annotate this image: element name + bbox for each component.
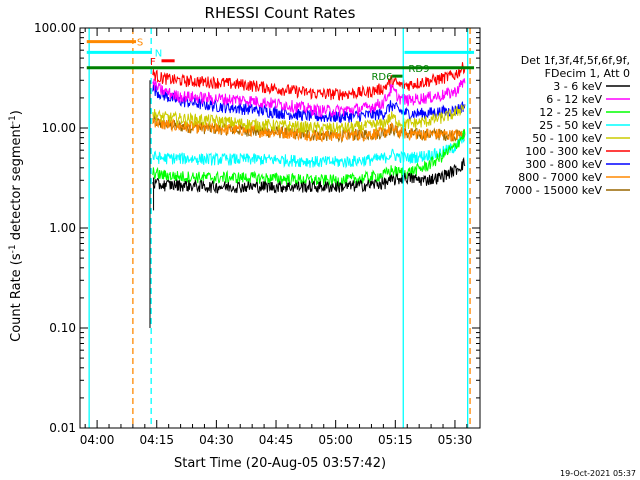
y-tick-label: 0.01 [49,421,76,435]
flag-label-rd6: RD6 [371,72,392,83]
y-tick-label: 1.00 [49,221,76,235]
x-tick-label: 04:45 [259,433,294,447]
flag-label-n: N [155,48,162,59]
y-axis-label-end: ) [9,110,24,115]
chart-title: RHESSI Count Rates [205,4,356,22]
y-tick-label: 100.00 [34,21,76,35]
y-tick-label: 10.00 [42,121,76,135]
series-line-12-25-kev [152,129,466,187]
series-line-6-12-kev [152,78,466,119]
legend-label: 300 - 800 keV [525,158,602,171]
series-line-300-800-kev [152,84,466,124]
y-tick-label: 0.10 [49,321,76,335]
axes-frame [79,27,481,429]
series-line-3-6-kev [152,156,466,194]
x-tick-label: 05:15 [378,433,413,447]
y-axis-label-text: Count Rate (s [9,253,24,342]
legend-label: 25 - 50 keV [539,119,602,132]
series-line-25-50-kev [152,132,466,169]
flag-label-f: F [150,57,156,68]
legend: Det 1f,3f,4f,5f,6f,9f, FDecim 1, Att 0 3… [504,54,630,197]
x-tick-label: 04:30 [199,433,234,447]
legend-label: 7000 - 15000 keV [504,184,602,197]
legend-label: 100 - 300 keV [525,145,602,158]
legend-label: 3 - 6 keV [553,80,602,93]
plot-area: S NF RD9 RD6 100.00 10.00 1.00 0.10 0.01 04:00 04:… [34,21,481,447]
x-axis-label: Start Time (20-Aug-05 03:57:42) [174,456,386,471]
legend-header-line-2: FDecim 1, Att 0 [545,67,630,80]
flag-label-s: S [137,38,143,49]
x-tick-label: 04:00 [80,433,115,447]
series-line-100-300-kev [152,62,466,101]
x-tick-label: 05:30 [438,433,473,447]
x-tick-label: 04:15 [139,433,174,447]
y-axis-label-mid: detector segment [9,124,24,244]
series-line-50-100-kev [152,104,465,134]
legend-label: 6 - 12 keV [546,93,602,106]
y-axis-label-sup1: -1 [8,244,18,253]
legend-label: 12 - 25 keV [539,106,602,119]
timestamp: 19-Oct-2021 05:37 [560,469,636,478]
x-tick-label: 05:00 [318,433,353,447]
legend-header-line-1: Det 1f,3f,4f,5f,6f,9f, [521,54,630,67]
y-axis-label: Count Rate (s-1 detector segment-1) [8,110,24,342]
series-line-800-7000-kev [152,118,466,143]
legend-label: 50 - 100 keV [532,132,602,145]
flag-label-rd9: RD9 [408,64,429,75]
legend-label: 800 - 7000 keV [518,171,602,184]
y-axis-label-sup2: -1 [8,115,18,124]
